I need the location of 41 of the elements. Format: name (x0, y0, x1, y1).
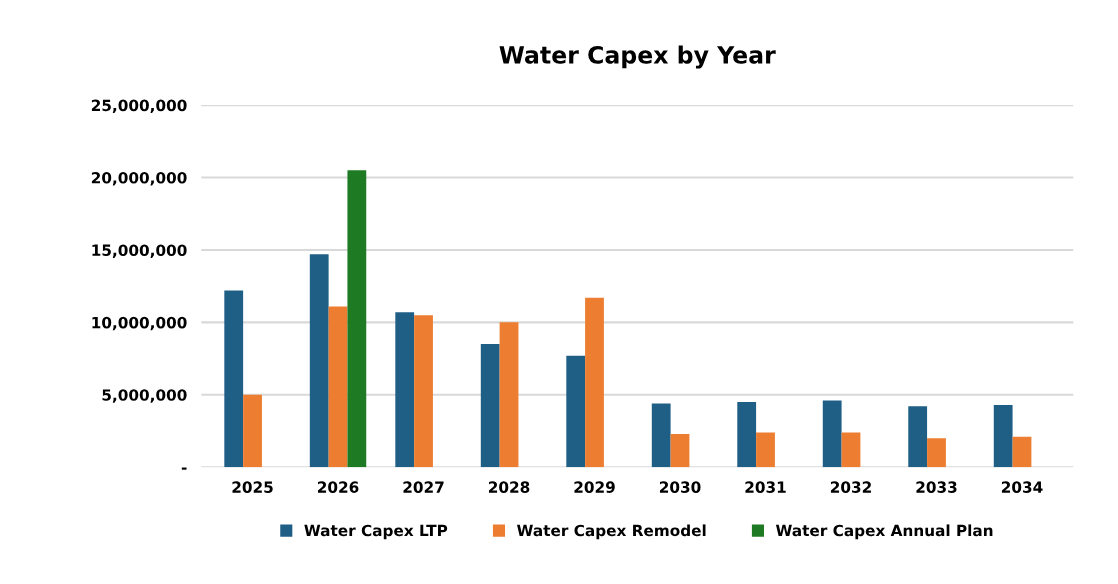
bar (243, 394, 262, 468)
bar (347, 170, 367, 468)
bar (1012, 436, 1032, 468)
bar (480, 344, 500, 468)
x-tick-label: 2028 (488, 481, 530, 493)
bar (927, 438, 946, 468)
bar (993, 404, 1013, 468)
bar (414, 315, 433, 468)
bar (395, 312, 415, 468)
x-tick-label: 2027 (403, 481, 444, 493)
x-tick-label: 2029 (574, 481, 615, 493)
legend-label: Water Capex LTP (304, 524, 448, 540)
y-tick-label: 20,000,000 (91, 172, 187, 186)
bar (737, 402, 757, 468)
x-tick-label: 2034 (1001, 481, 1043, 493)
x-tick-label: 2030 (659, 481, 701, 493)
legend-label: Water Capex Remodel (517, 524, 706, 540)
x-tick-label: 2032 (830, 481, 871, 493)
y-tick-label: 25,000,000 (91, 99, 187, 114)
bar (651, 403, 671, 468)
x-tick-label: 2026 (317, 481, 359, 493)
x-tick-label: 2033 (916, 481, 957, 493)
bar (328, 306, 348, 468)
bar (309, 254, 329, 468)
legend-label: Water Capex Annual Plan (775, 524, 993, 540)
bar (585, 297, 604, 468)
x-tick-label: 2031 (745, 481, 786, 493)
y-tick-label: - (181, 467, 187, 470)
y-tick-label: 10,000,000 (92, 316, 187, 331)
x-tick-label: 2025 (232, 481, 273, 493)
bar (822, 400, 842, 468)
bar (670, 433, 690, 468)
bar (499, 322, 519, 468)
bar (908, 406, 928, 468)
bar (566, 355, 586, 468)
y-tick-label: 5,000,000 (102, 389, 187, 403)
y-tick-label: 15,000,000 (92, 244, 187, 258)
bar (756, 432, 775, 468)
bar (224, 290, 244, 468)
bar (841, 432, 861, 468)
chart-title: Water Capex by Year (499, 45, 776, 69)
